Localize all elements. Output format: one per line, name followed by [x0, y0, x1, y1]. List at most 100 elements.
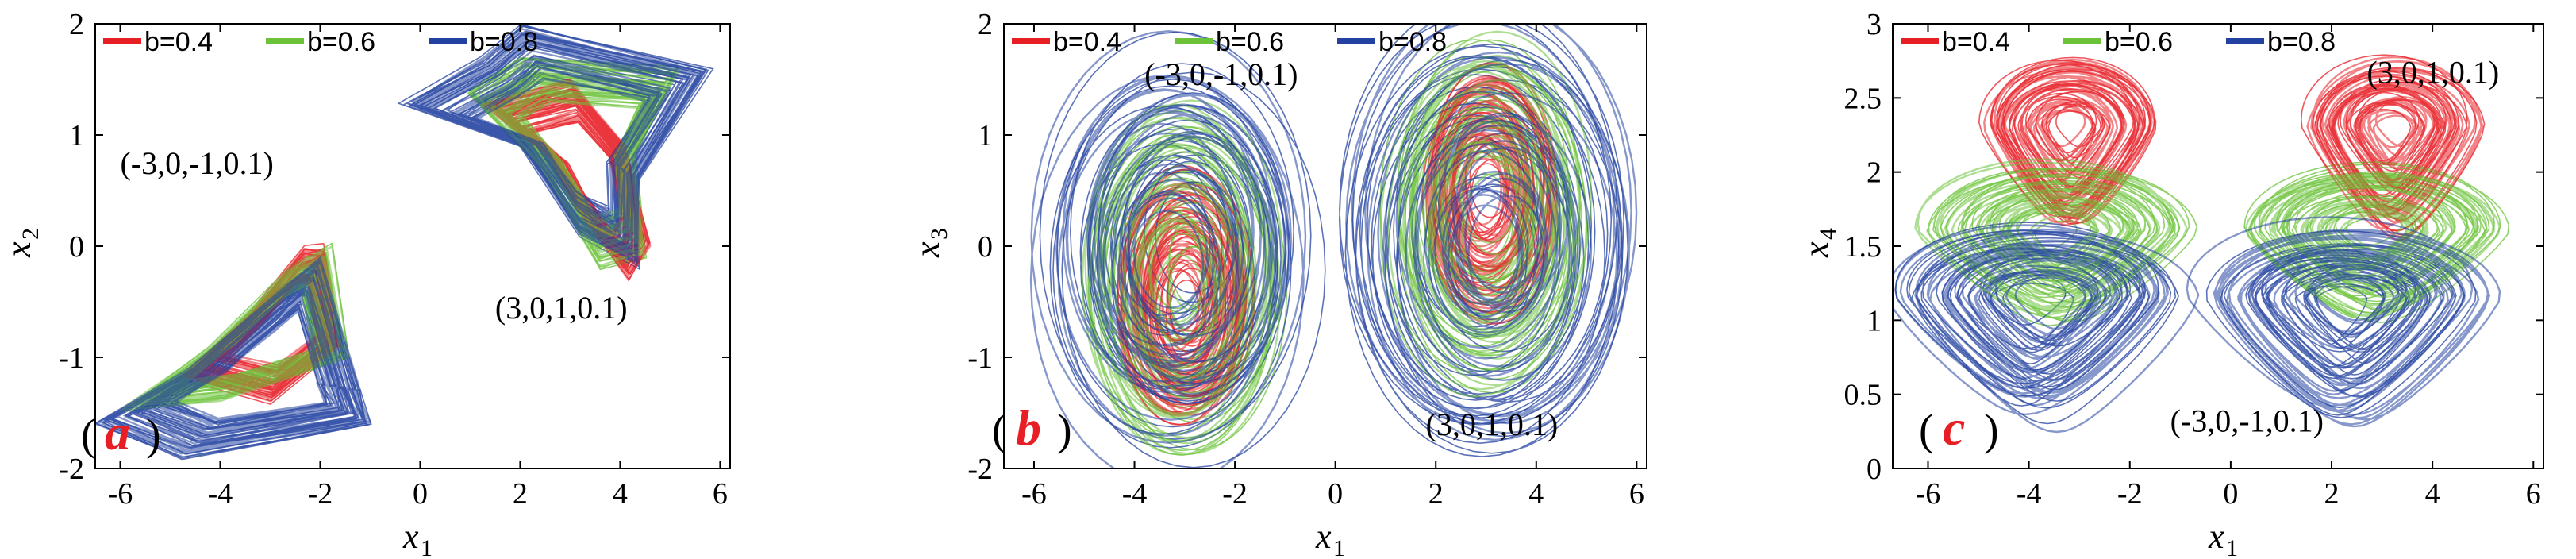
x-axis-label: x — [2208, 517, 2224, 556]
y-axis-label-group: x3 — [908, 228, 952, 258]
x-tick-label: 2 — [1428, 477, 1444, 511]
plot-area — [95, 24, 714, 461]
x-tick-label: -2 — [308, 477, 333, 511]
y-tick-label: -2 — [59, 453, 84, 486]
attractor-trace — [407, 24, 708, 264]
legend-label: b=0.8 — [2267, 27, 2336, 57]
panel-label-close-paren: ) — [1057, 406, 1072, 455]
y-axis-label: x — [0, 241, 38, 258]
attractor-trace — [2186, 216, 2501, 428]
series-b=0.4-layer1 — [1983, 56, 2484, 241]
x-tick-label: 0 — [2223, 477, 2238, 511]
x-axis-label-subscript: 1 — [2226, 535, 2238, 559]
y-tick-label: 3 — [1867, 8, 1882, 41]
x-tick-label: -4 — [208, 477, 233, 511]
y-tick-label: 0 — [69, 230, 84, 264]
x-tick-label: 2 — [2324, 477, 2340, 511]
legend-label: b=0.4 — [1942, 27, 2010, 57]
panel-label-close-paren: ) — [1984, 406, 1999, 455]
x-tick-label: -6 — [108, 477, 133, 511]
x-tick-label: -4 — [2017, 477, 2042, 511]
series-b=0.8-layer1 — [1893, 216, 2501, 434]
y-tick-label: 0 — [1867, 453, 1882, 486]
panel-label-close-paren: ) — [146, 411, 161, 460]
y-tick-label: -1 — [59, 341, 84, 375]
legend-label: b=0.6 — [307, 27, 375, 57]
y-axis-label-subscript: 2 — [17, 228, 44, 240]
y-tick-label: 1 — [69, 119, 84, 152]
legend: b=0.4 b=0.6 b=0.8 — [1901, 27, 2336, 57]
x-tick-label: -6 — [1916, 477, 1941, 511]
legend-label: b=0.6 — [2105, 27, 2173, 57]
y-axis-label-subscript: 3 — [926, 228, 952, 240]
x-tick-label: 6 — [2526, 477, 2541, 511]
y-tick-label: 1 — [1867, 304, 1882, 337]
x-tick-label: 6 — [713, 477, 728, 511]
y-tick-label: 0 — [978, 230, 993, 264]
legend-label: b=0.4 — [1053, 27, 1121, 57]
attractor-trace — [2306, 56, 2484, 241]
x-tick-label: 2 — [513, 477, 528, 511]
legend-label: b=0.8 — [470, 27, 538, 57]
x-tick-label: 4 — [613, 477, 628, 511]
attractor-trace — [1983, 58, 2156, 226]
legend-label: b=0.6 — [1216, 27, 1284, 57]
initial-condition-annotation: (-3,0,-1,0.1) — [120, 145, 273, 181]
y-tick-label: 2 — [978, 8, 993, 41]
initial-condition-annotation: (3,0,1,0.1) — [2367, 55, 2500, 91]
y-axis-label-group: x2 — [0, 228, 44, 258]
y-tick-label: 2 — [1867, 156, 1882, 190]
y-tick-label: 2.5 — [1844, 82, 1882, 115]
panel-label: a — [105, 404, 130, 461]
x-axis-label: x — [402, 517, 419, 556]
plot-area — [1893, 54, 2510, 434]
x-tick-label: -2 — [2117, 477, 2143, 511]
legend: b=0.4 b=0.6 b=0.8 — [1012, 27, 1447, 57]
panel-label-open-paren: ( — [81, 411, 96, 460]
legend-label: b=0.8 — [1378, 27, 1447, 57]
legend-label: b=0.4 — [144, 27, 213, 57]
panel-label-open-paren: ( — [1919, 406, 1934, 455]
x-axis-label-subscript: 1 — [421, 535, 433, 559]
legend: b=0.4 b=0.6 b=0.8 — [103, 27, 538, 57]
initial-condition-annotation: (-3,0,-1,0.1) — [2170, 403, 2324, 438]
plot-area — [1029, 24, 1638, 468]
series-b=0.8-layer1 — [1029, 24, 1638, 468]
x-axis-label: x — [1315, 517, 1332, 556]
y-axis-label: x — [908, 241, 947, 258]
attractor-trace — [95, 256, 372, 459]
series-b=0.8-layer1 — [95, 24, 708, 459]
y-tick-label: 0.5 — [1844, 379, 1882, 412]
x-tick-label: 4 — [2425, 477, 2440, 511]
initial-condition-annotation: (3,0,1,0.1) — [495, 290, 628, 326]
attractor-trace — [1345, 24, 1638, 441]
x-tick-label: 0 — [413, 477, 428, 511]
attractor-trace — [1893, 224, 2200, 434]
y-tick-label: -2 — [967, 453, 993, 486]
x-axis-label-subscript: 1 — [1333, 535, 1345, 559]
y-tick-label: 1.5 — [1844, 230, 1882, 264]
series-b=0.4-layer1 — [180, 78, 652, 403]
x-tick-label: -6 — [1021, 477, 1047, 511]
y-tick-label: 2 — [69, 8, 84, 41]
panel-label-open-paren: ( — [992, 406, 1007, 455]
y-tick-label: 1 — [978, 119, 993, 152]
series-b=0.4-layer0 — [178, 81, 651, 405]
x-tick-label: -2 — [1222, 477, 1248, 511]
x-tick-label: 6 — [1629, 477, 1644, 511]
initial-condition-annotation: (-3,0,-1,0.1) — [1144, 56, 1298, 92]
x-tick-label: -4 — [1122, 477, 1148, 511]
x-tick-label: 0 — [1328, 477, 1343, 511]
panel-label: b — [1016, 399, 1041, 456]
x-tick-label: 4 — [1528, 477, 1544, 511]
y-tick-label: -1 — [967, 341, 993, 375]
y-axis-label: x — [1797, 241, 1836, 258]
attractor-trace — [1029, 29, 1307, 468]
initial-condition-annotation: (3,0,1,0.1) — [1426, 407, 1559, 442]
y-axis-label-subscript: 4 — [1815, 228, 1841, 240]
y-axis-label-group: x4 — [1797, 228, 1841, 258]
